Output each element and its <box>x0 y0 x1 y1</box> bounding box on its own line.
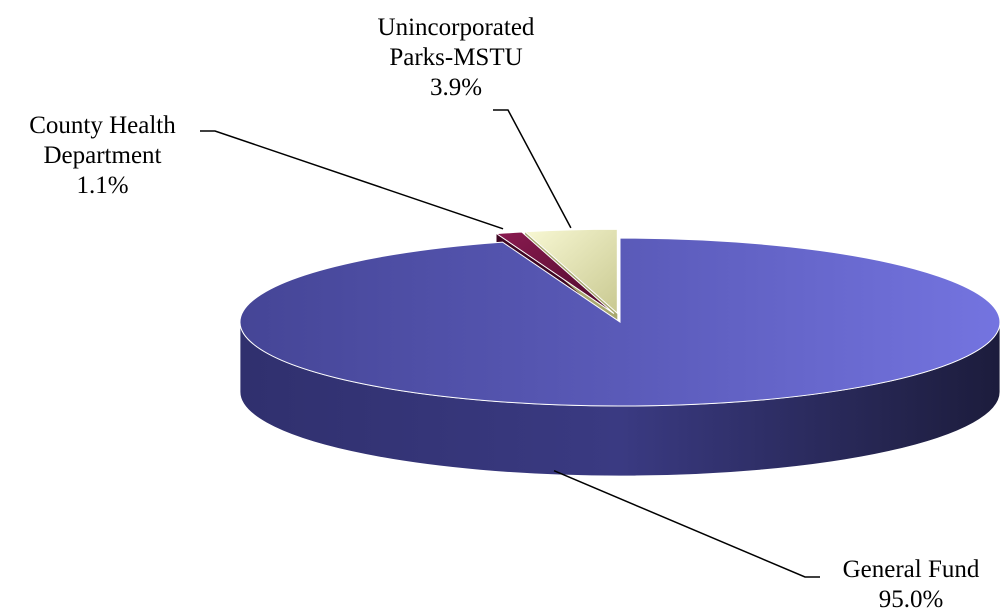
leader-line-unincorporated-parks-mstu <box>493 109 572 229</box>
slice-label-general-fund: General Fund 95.0% <box>816 555 1004 615</box>
pie-slice-unincorporated-parks-mstu <box>523 228 618 315</box>
leader-line-general-fund <box>553 470 820 578</box>
slice-label-line: General Fund <box>842 556 980 583</box>
slice-label-line: Parks-MSTU <box>389 44 523 71</box>
pie-slice-county-health-department <box>495 231 615 314</box>
slice-label-unincorporated-parks-mstu: Unincorporated Parks-MSTU 3.9% <box>326 13 586 103</box>
slice-value-label: 95.0% <box>878 586 944 613</box>
slice-value-label: 3.9% <box>429 74 483 101</box>
slice-label-line: Unincorporated <box>377 14 535 41</box>
slice-label-county-health-department: County Health Department 1.1% <box>0 111 205 201</box>
pie-slice-general-fund <box>239 237 1001 407</box>
slice-label-line: County Health <box>29 112 176 139</box>
slice-value-label: 1.1% <box>76 172 129 199</box>
slice-label-line: Department <box>43 142 162 169</box>
leader-line-county-health-department <box>200 130 504 230</box>
